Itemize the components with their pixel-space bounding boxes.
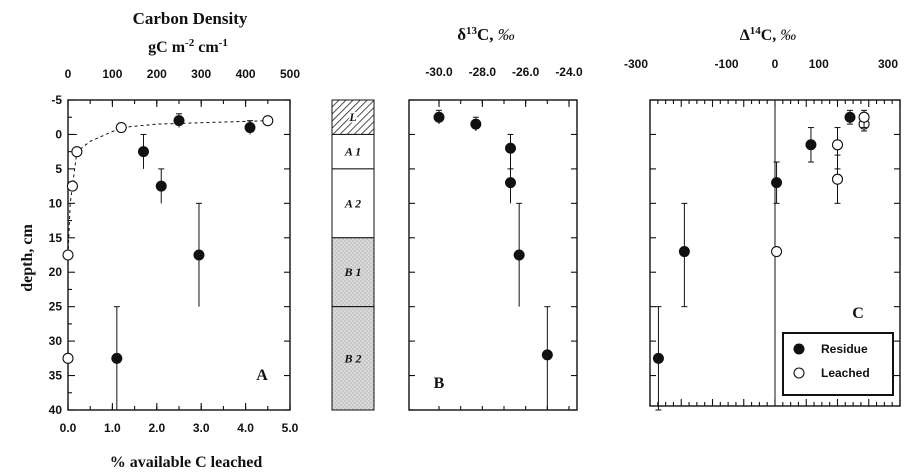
panel-c-label: C	[852, 305, 864, 322]
legend-label-leached: Leached	[821, 366, 870, 380]
panel-a-toptick-label: 200	[147, 67, 167, 81]
panel-c-toptick-label: 300	[878, 57, 898, 71]
panel-b-point	[470, 118, 482, 130]
panel-b-point	[513, 249, 525, 261]
panel-c-toptick-label: -300	[624, 57, 648, 71]
panel-c-point-leached	[831, 173, 844, 185]
panel-b-point	[433, 111, 445, 123]
panel-a-point-open	[71, 146, 83, 158]
panel-a-point-open	[66, 180, 78, 192]
panel-b-toptick-label: -26.0	[512, 65, 540, 79]
panel-a-point-filled	[193, 249, 205, 261]
horizon-label: B 2	[343, 351, 361, 365]
horizon-label: A 2	[344, 196, 361, 210]
panel-a-point-open	[62, 249, 74, 261]
panel-a-toptick-label: 300	[191, 67, 211, 81]
legend-label-residue: Residue	[821, 342, 868, 356]
panel-c-point-residue	[844, 111, 856, 123]
horizon-band	[331, 237, 375, 308]
panel-a-ytick-label: 25	[49, 300, 63, 314]
panel-a-label: A	[256, 367, 268, 384]
panel-a-ytick-label: 15	[49, 231, 63, 245]
panel-b-label: B	[434, 375, 445, 392]
panel-c-toptick-label: 0	[772, 57, 779, 71]
horizon-band	[331, 133, 375, 170]
panel-a-xtick-label: 3.0	[193, 421, 210, 435]
panel-a-toptick-label: 0	[65, 67, 72, 81]
panel-a-xlabel: % available C leached	[110, 454, 263, 471]
horizon-label: L	[348, 110, 356, 124]
panel-a-xtick-label: 5.0	[282, 421, 299, 435]
panel-a-point-open	[262, 115, 274, 127]
panel-a-ytick-label: 5	[55, 162, 62, 176]
panel-a-title: Carbon Density	[133, 9, 248, 28]
panel-b-point	[505, 177, 516, 189]
panel-a-point-filled	[155, 180, 167, 192]
panel-c-point-leached	[771, 246, 783, 258]
panel-c-point-residue	[678, 246, 690, 258]
horizon-band	[331, 168, 375, 239]
panel-b-point	[541, 349, 553, 361]
panel-c-point-residue	[652, 352, 664, 364]
panel-a-ytick-label: 20	[49, 265, 63, 279]
panel-a-point-open	[115, 122, 127, 134]
panel-c-point-leached	[831, 139, 844, 151]
panel-c-toptick-label: -100	[715, 57, 739, 71]
panel-a-ytick-label: -5	[51, 93, 62, 107]
panel-a-point-open	[62, 352, 74, 364]
horizon-band	[331, 99, 375, 135]
panel-c-title: Δ14C, ‰	[740, 25, 797, 44]
panel-c-toptick-label: 100	[809, 57, 829, 71]
panel-b-title: δ13C, ‰	[457, 25, 515, 44]
panel-a-toptick-label: 100	[102, 67, 122, 81]
panel-a-toptick-label: 500	[280, 67, 300, 81]
panel-a-frame	[67, 99, 291, 411]
panel-c-point-residue	[771, 177, 783, 189]
panel-a-xtick-label: 4.0	[237, 421, 254, 435]
panel-a-xtick-label: 1.0	[104, 421, 121, 435]
panel-b-point	[505, 142, 516, 154]
panel-a-ylabel: depth, cm	[19, 224, 36, 292]
panel-a-ytick-label: 35	[49, 369, 63, 383]
panel-b-toptick-label: -28.0	[469, 65, 497, 79]
horizon-label: B 1	[343, 265, 361, 279]
legend-marker-leached	[793, 367, 805, 379]
panel-a-ytick-label: 30	[49, 334, 63, 348]
panel-a-xtick-label: 0.0	[60, 421, 77, 435]
horizon-band	[331, 306, 375, 411]
panel-b-toptick-label: -24.0	[555, 65, 583, 79]
panel-a-point-filled	[111, 352, 123, 364]
panel-a-ytick-label: 40	[49, 403, 63, 417]
legend-marker-residue	[793, 343, 805, 355]
panel-a-point-filled	[173, 115, 185, 127]
panel-c-point-leached	[858, 111, 870, 123]
panel-a-point-filled	[244, 122, 256, 134]
panel-a-toptick-label: 400	[236, 67, 256, 81]
panel-c-point-residue	[805, 139, 817, 151]
panel-a-point-filled	[137, 146, 149, 158]
panel-b-toptick-label: -30.0	[425, 65, 453, 79]
panel-a-title-units: gC m-2 cm-1	[148, 37, 228, 56]
panel-a-ytick-label: 10	[49, 196, 63, 210]
panel-a-ytick-label: 0	[55, 127, 62, 141]
horizon-label: A 1	[344, 145, 361, 159]
panel-a-xtick-label: 2.0	[148, 421, 165, 435]
panel-a-dashed-curve	[67, 120, 268, 256]
panel-b-frame	[408, 99, 578, 411]
panel-c-legend	[782, 332, 894, 396]
panel-a-solid-curve	[67, 133, 77, 410]
